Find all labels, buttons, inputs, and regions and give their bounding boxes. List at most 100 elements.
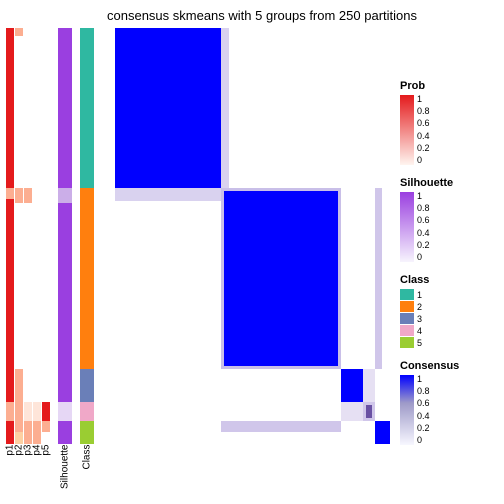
track-seg xyxy=(6,199,14,370)
legend-tick: 0.8 xyxy=(417,204,430,213)
track-seg xyxy=(6,188,14,198)
heatmap-block xyxy=(375,188,382,369)
legend-class-item: 1 xyxy=(400,289,498,300)
track-seg xyxy=(6,402,14,421)
legend-prob-title: Prob xyxy=(400,80,498,92)
heatmap-block xyxy=(221,28,229,188)
heatmap-block xyxy=(221,421,341,431)
track-seg xyxy=(58,188,72,203)
legend-tick: 0.2 xyxy=(417,424,430,433)
legend-swatch xyxy=(400,325,414,336)
track-seg xyxy=(58,369,72,402)
legend-tick: 0.8 xyxy=(417,387,430,396)
track-seg xyxy=(15,36,23,48)
legend-tick: 0.6 xyxy=(417,119,430,128)
track-seg xyxy=(15,28,23,36)
track-seg xyxy=(80,188,94,369)
track-seg xyxy=(15,421,23,431)
legend-tick: 0 xyxy=(417,253,430,262)
track-seg xyxy=(6,369,14,402)
track-seg xyxy=(24,402,32,421)
legend-consensus-gradient xyxy=(400,375,414,445)
annotation-tracks: p1p2p3p4p5SilhouetteClass xyxy=(6,28,106,444)
legend-tick: 0.2 xyxy=(417,144,430,153)
track-class: Class xyxy=(80,28,94,444)
legend-class-item: 4 xyxy=(400,325,498,336)
legend-prob: Prob 1 0.8 0.6 0.4 0.2 0 xyxy=(400,80,498,165)
track-seg xyxy=(80,369,94,402)
legend-class-item: 3 xyxy=(400,313,498,324)
track-seg xyxy=(15,432,23,444)
track-seg xyxy=(24,421,32,444)
track-p4: p4 xyxy=(33,28,41,444)
track-seg xyxy=(33,402,41,421)
legend-tick: 0.2 xyxy=(417,241,430,250)
track-seg xyxy=(33,28,41,402)
legend-class-label: 2 xyxy=(417,302,422,312)
track-seg xyxy=(80,402,94,421)
heatmap-block xyxy=(115,28,221,188)
legend-prob-gradient xyxy=(400,95,414,165)
legend-swatch xyxy=(400,313,414,324)
heatmap-block xyxy=(363,369,375,402)
track-label-p5: p5 xyxy=(41,445,52,456)
legend-consensus: Consensus 1 0.8 0.6 0.4 0.2 0 xyxy=(400,360,498,445)
legend-tick: 0.6 xyxy=(417,399,430,408)
legend-tick: 0.4 xyxy=(417,412,430,421)
legend-class-title: Class xyxy=(400,274,498,286)
legend-tick: 1 xyxy=(417,375,430,384)
legend-tick: 1 xyxy=(417,192,430,201)
track-seg xyxy=(15,203,23,369)
track-seg xyxy=(58,28,72,188)
legend-tick: 0 xyxy=(417,156,430,165)
track-seg xyxy=(15,49,23,188)
legend-silhouette-gradient xyxy=(400,192,414,262)
track-p5: p5 xyxy=(42,28,50,444)
heatmap-block xyxy=(375,421,390,444)
legend-class-item: 5 xyxy=(400,337,498,348)
legend-silhouette: Silhouette 1 0.8 0.6 0.4 0.2 0 xyxy=(400,177,498,262)
track-silhouette: Silhouette xyxy=(58,28,72,444)
legend-tick: 0.6 xyxy=(417,216,430,225)
track-label-class: Class xyxy=(82,445,93,470)
legend-silhouette-title: Silhouette xyxy=(400,177,498,189)
chart-title: consensus skmeans with 5 groups from 250… xyxy=(0,8,504,23)
legend-consensus-title: Consensus xyxy=(400,360,498,372)
legend-swatch xyxy=(400,289,414,300)
track-seg xyxy=(42,421,50,431)
heatmap-block xyxy=(363,402,375,421)
consensus-heatmap xyxy=(115,28,390,444)
legend-tick: 0.4 xyxy=(417,132,430,141)
track-seg xyxy=(42,28,50,402)
heatmap-block xyxy=(341,369,363,402)
track-seg xyxy=(6,421,14,444)
track-seg xyxy=(24,28,32,188)
track-p2: p2 xyxy=(15,28,23,444)
legend-swatch xyxy=(400,301,414,312)
legend-panel: Prob 1 0.8 0.6 0.4 0.2 0 Silhouette 1 0.8 0.6 0.… xyxy=(400,80,498,457)
legend-tick: 0 xyxy=(417,436,430,445)
track-seg xyxy=(15,188,23,203)
track-seg xyxy=(15,369,23,402)
track-seg xyxy=(80,28,94,188)
track-seg xyxy=(58,402,72,421)
track-seg xyxy=(15,402,23,421)
track-seg xyxy=(24,188,32,203)
track-label-silhouette: Silhouette xyxy=(60,445,71,489)
legend-class-label: 4 xyxy=(417,326,422,336)
legend-tick: 1 xyxy=(417,95,430,104)
track-seg xyxy=(6,28,14,188)
legend-tick: 0.8 xyxy=(417,107,430,116)
track-seg xyxy=(42,432,50,444)
track-seg xyxy=(24,203,32,403)
legend-swatch xyxy=(400,337,414,348)
track-p1: p1 xyxy=(6,28,14,444)
legend-class-label: 1 xyxy=(417,290,422,300)
track-seg xyxy=(33,421,41,444)
heatmap-block xyxy=(115,188,221,200)
legend-class-label: 3 xyxy=(417,314,422,324)
legend-class-item: 2 xyxy=(400,301,498,312)
legend-tick: 0.4 xyxy=(417,229,430,238)
track-seg xyxy=(58,421,72,444)
legend-class: Class 1 2 3 4 5 xyxy=(400,274,498,348)
